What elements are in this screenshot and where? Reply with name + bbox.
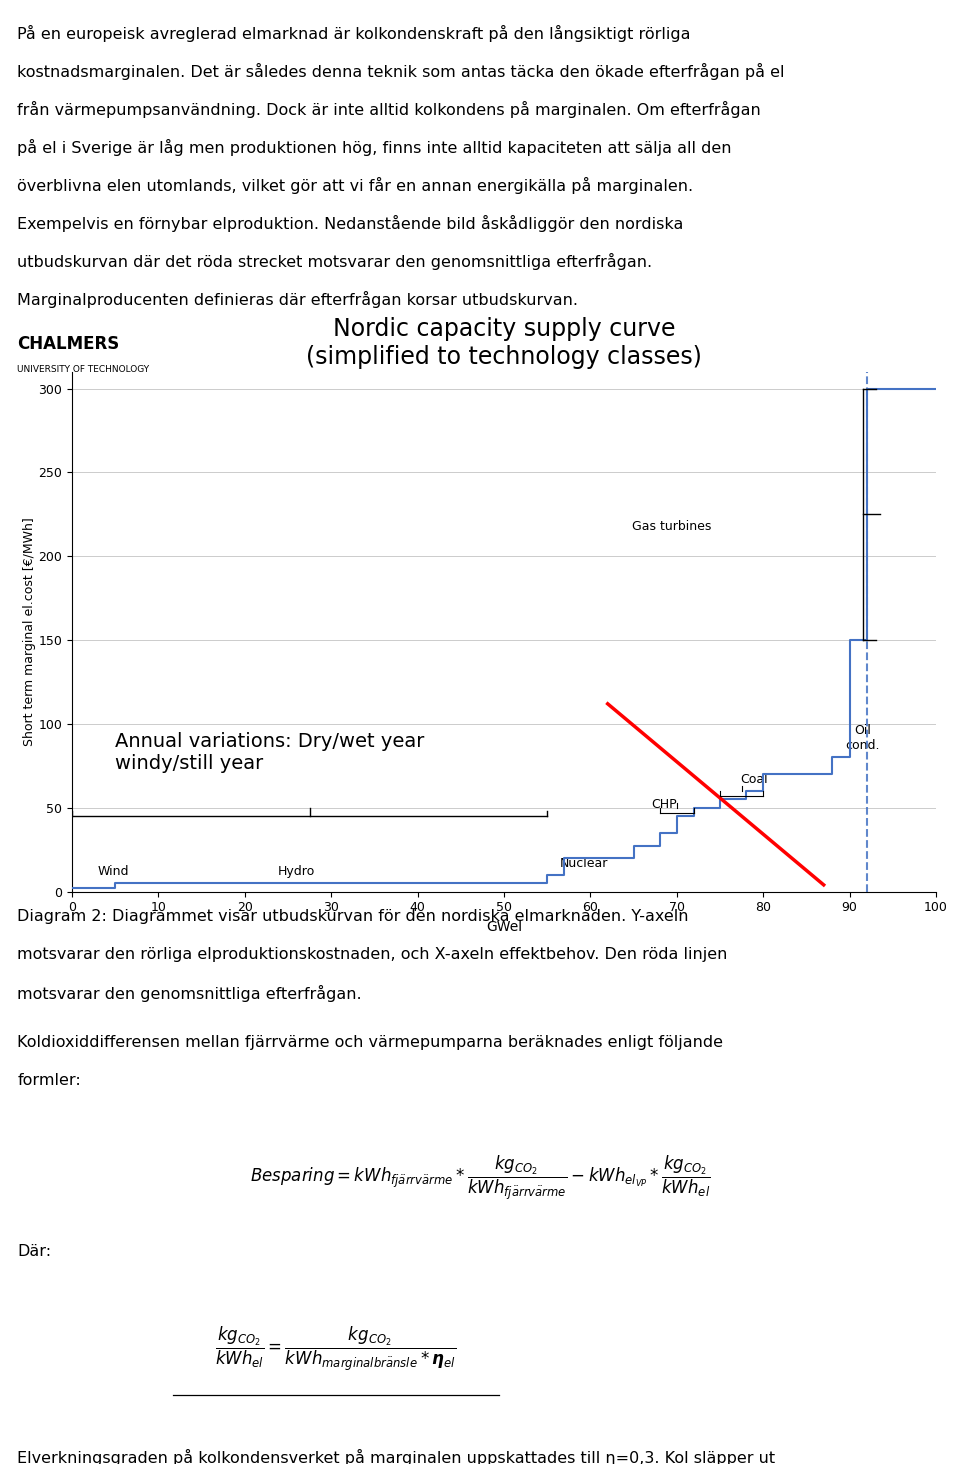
Title: Nordic capacity supply curve
(simplified to technology classes): Nordic capacity supply curve (simplified… (306, 316, 702, 369)
Text: motsvarar den rörliga elproduktionskostnaden, och X-axeln effektbehov. Den röda : motsvarar den rörliga elproduktionskostn… (17, 947, 728, 962)
Text: Annual variations: Dry/wet year
windy/still year: Annual variations: Dry/wet year windy/st… (115, 732, 424, 773)
Text: formler:: formler: (17, 1073, 81, 1088)
Text: Där:: Där: (17, 1244, 52, 1259)
Text: $\dfrac{\mathit{kg}_{CO_2}}{\mathit{kWh}_{el}} = \dfrac{\mathit{kg}_{CO_2}}{\mat: $\dfrac{\mathit{kg}_{CO_2}}{\mathit{kWh}… (215, 1325, 457, 1373)
Text: På en europeisk avreglerad elmarknad är kolkondenskraft på den långsiktigt rörli: På en europeisk avreglerad elmarknad är … (17, 25, 691, 42)
Text: Marginalproducenten definieras där efterfrågan korsar utbudskurvan.: Marginalproducenten definieras där efter… (17, 291, 578, 309)
Text: Wind: Wind (98, 865, 130, 878)
Text: CHALMERS: CHALMERS (17, 335, 120, 353)
Text: Nuclear: Nuclear (561, 856, 609, 870)
Text: UNIVERSITY OF TECHNOLOGY: UNIVERSITY OF TECHNOLOGY (17, 365, 150, 373)
Text: Gas turbines: Gas turbines (632, 520, 711, 533)
Y-axis label: Short term marginal el.cost [€/MWh]: Short term marginal el.cost [€/MWh] (23, 517, 36, 747)
Text: Diagram 2: Diagrammet visar utbudskurvan för den nordiska elmarknaden. Y-axeln: Diagram 2: Diagrammet visar utbudskurvan… (17, 909, 688, 924)
Text: motsvarar den genomsnittliga efterfrågan.: motsvarar den genomsnittliga efterfrågan… (17, 985, 362, 1003)
Text: Hydro: Hydro (278, 865, 315, 878)
X-axis label: GWel: GWel (486, 919, 522, 934)
Text: Koldioxiddifferensen mellan fjärrvärme och värmepumparna beräknades enligt följa: Koldioxiddifferensen mellan fjärrvärme o… (17, 1035, 723, 1050)
Text: $\mathit{Besparing} = \mathit{kWh}_{fj\"{a}rrv\"{a}rme} * \dfrac{\mathit{kg}_{CO: $\mathit{Besparing} = \mathit{kWh}_{fj\"… (250, 1154, 710, 1202)
Text: Coal: Coal (741, 773, 768, 786)
Text: utbudskurvan där det röda strecket motsvarar den genomsnittliga efterfrågan.: utbudskurvan där det röda strecket motsv… (17, 253, 653, 271)
Text: Elverkningsgraden på kolkondensverket på marginalen uppskattades till η=0,3. Kol: Elverkningsgraden på kolkondensverket på… (17, 1449, 776, 1464)
Text: CHP: CHP (651, 798, 677, 811)
Text: Oil
cond.: Oil cond. (846, 725, 879, 752)
Text: på el i Sverige är låg men produktionen hög, finns inte alltid kapaciteten att s: på el i Sverige är låg men produktionen … (17, 139, 732, 157)
Text: från värmepumpsanvändning. Dock är inte alltid kolkondens på marginalen. Om efte: från värmepumpsanvändning. Dock är inte … (17, 101, 761, 119)
Text: Exempelvis en förnybar elproduktion. Nedanstående bild åskådliggör den nordiska: Exempelvis en förnybar elproduktion. Ned… (17, 215, 684, 233)
Text: kostnadsmarginalen. Det är således denna teknik som antas täcka den ökade efterf: kostnadsmarginalen. Det är således denna… (17, 63, 784, 81)
Text: överblivna elen utomlands, vilket gör att vi får en annan energikälla på margina: överblivna elen utomlands, vilket gör at… (17, 177, 693, 195)
